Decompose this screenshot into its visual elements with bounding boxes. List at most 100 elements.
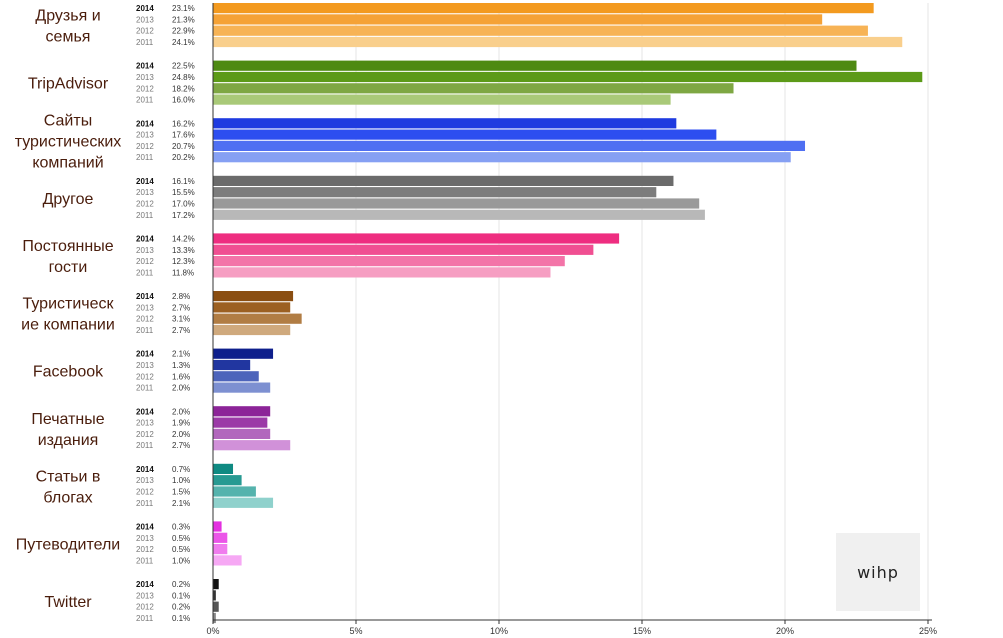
year-label: 2014 (136, 350, 154, 359)
category-label-line: туристических (15, 133, 122, 150)
value-label: 23.1% (172, 4, 195, 13)
value-label: 1.6% (172, 372, 190, 381)
value-label: 2.7% (172, 441, 190, 450)
year-label: 2014 (136, 292, 154, 301)
year-label: 2013 (136, 303, 154, 312)
year-label: 2012 (136, 603, 154, 612)
bar (213, 359, 251, 371)
category-label: TripAdvisor (28, 76, 109, 93)
year-label: 2012 (136, 315, 154, 324)
year-label: 2014 (136, 62, 154, 71)
category-label-line: ие компании (21, 317, 115, 334)
value-label: 2.8% (172, 292, 190, 301)
year-label: 2014 (136, 119, 154, 128)
value-label: 0.2% (172, 580, 190, 589)
bar (213, 71, 923, 83)
category-label-line: Путеводители (16, 536, 120, 553)
bar (213, 371, 259, 382)
year-label: 2012 (136, 200, 154, 209)
bar (213, 382, 271, 393)
bar (213, 324, 291, 336)
bar (213, 475, 242, 486)
year-label: 2014 (136, 523, 154, 532)
bar (213, 440, 291, 451)
bar (213, 302, 291, 313)
category-group-3: Другое 2014 16.1% 2013 15.5% 2012 17.0% 2011 17.… (43, 175, 705, 220)
bar (213, 544, 228, 555)
value-label: 1.3% (172, 361, 190, 370)
bar (213, 256, 565, 267)
category-label: Постоянные гости (22, 238, 113, 276)
year-label: 2013 (136, 419, 154, 428)
value-label: 2.1% (172, 499, 190, 508)
bar (213, 187, 657, 198)
year-label: 2011 (136, 153, 154, 162)
bar (213, 417, 268, 428)
year-label: 2011 (136, 499, 154, 508)
value-label: 14.2% (172, 235, 195, 244)
x-tick-label: 20% (776, 626, 794, 636)
x-tick-label: 0% (206, 626, 219, 636)
x-tick-label: 15% (633, 626, 651, 636)
bar (213, 555, 242, 566)
year-label: 2013 (136, 361, 154, 370)
year-label: 2014 (136, 235, 154, 244)
value-label: 24.8% (172, 73, 195, 82)
value-label: 17.6% (172, 131, 195, 140)
value-label: 0.7% (172, 465, 190, 474)
category-label-line: Туристическ (22, 296, 114, 313)
bar (213, 233, 620, 244)
bar (213, 267, 551, 278)
bar (213, 94, 671, 105)
category-group-4: Постоянные гости 2014 14.2% 2013 13.3% 2012 12.… (22, 233, 620, 278)
bar (213, 118, 677, 129)
category-group-2: Сайты туристических компаний 2014 16.2% 2013 1… (15, 112, 806, 171)
category-label: Статьи в блогах (36, 468, 101, 506)
category-label: Друзья и семья (35, 8, 100, 46)
category-label-line: гости (49, 259, 88, 276)
bar (213, 3, 874, 14)
year-label: 2011 (136, 614, 154, 623)
bar (213, 532, 228, 543)
year-label: 2012 (136, 27, 154, 36)
value-label: 2.0% (172, 407, 190, 416)
year-label: 2013 (136, 476, 154, 485)
year-label: 2011 (136, 384, 154, 393)
value-label: 2.1% (172, 350, 190, 359)
bar (213, 463, 234, 474)
year-label: 2013 (136, 131, 154, 140)
category-group-10: Twitter 2014 0.2% 2013 0.1% 2012 0.2% 2011 0.1% (44, 579, 219, 624)
year-label: 2012 (136, 488, 154, 497)
value-label: 0.3% (172, 523, 190, 532)
year-label: 2011 (136, 441, 154, 450)
year-label: 2013 (136, 534, 154, 543)
value-label: 1.9% (172, 419, 190, 428)
bar (213, 486, 256, 497)
bar (213, 244, 594, 255)
year-label: 2011 (136, 326, 154, 335)
bar (213, 209, 705, 220)
bar (213, 590, 216, 601)
category-label-line: TripAdvisor (28, 76, 109, 93)
category-group-9: Путеводители 2014 0.3% 2013 0.5% 2012 0.5% 2011… (16, 521, 242, 566)
value-label: 1.5% (172, 488, 190, 497)
category-label-line: Сайты (44, 112, 92, 129)
value-label: 13.3% (172, 246, 195, 255)
category-label-line: Статьи в (36, 468, 101, 485)
value-label: 21.3% (172, 15, 195, 24)
bar (213, 291, 294, 302)
value-label: 20.2% (172, 153, 195, 162)
bar (213, 36, 903, 48)
x-tick-label: 10% (490, 626, 508, 636)
category-label-line: Постоянные (22, 238, 113, 255)
category-group-8: Статьи в блогах 2014 0.7% 2013 1.0% 2012 1.5% 20… (36, 463, 274, 508)
value-label: 1.0% (172, 556, 190, 565)
year-label: 2012 (136, 84, 154, 93)
bar (213, 198, 700, 209)
category-label: Facebook (33, 364, 104, 381)
value-label: 22.9% (172, 27, 195, 36)
wihp-logo: wihp (836, 533, 920, 611)
category-label: Печатные издания (31, 411, 104, 449)
year-label: 2013 (136, 246, 154, 255)
